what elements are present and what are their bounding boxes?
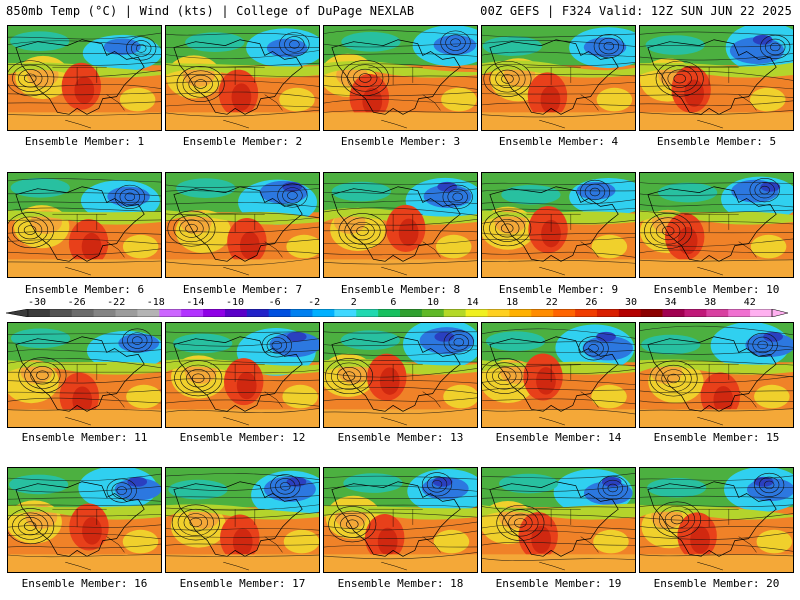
colorbar-tick-label: -30: [27, 297, 47, 308]
ensemble-member-map: [323, 467, 478, 573]
ensemble-member-map: [323, 172, 478, 278]
ensemble-member-map: [639, 467, 794, 573]
ensemble-member-label: Ensemble Member: 4: [498, 135, 619, 148]
colorbar-tick-label: 10: [426, 297, 440, 308]
colorbar-tick-label: 6: [390, 297, 397, 308]
ensemble-member-map: [481, 467, 636, 573]
ensemble-member-label: Ensemble Member: 14: [495, 431, 622, 444]
colorbar-tick-label: 38: [704, 297, 717, 308]
colorbar-tick-label: -10: [225, 297, 245, 308]
colorbar-tick-label: -14: [186, 297, 205, 308]
ensemble-member-map: [165, 467, 320, 573]
colorbar-tick-label: 42: [743, 297, 756, 308]
temperature-colorbar: [6, 309, 788, 317]
colorbar-tick-label: 14: [466, 297, 479, 308]
ensemble-member-map: [165, 25, 320, 131]
ensemble-member-label: Ensemble Member: 3: [340, 135, 461, 148]
ensemble-member-map: [323, 25, 478, 131]
ensemble-member-map: [7, 25, 162, 131]
ensemble-member-label: Ensemble Member: 6: [24, 283, 145, 296]
ensemble-member-label: Ensemble Member: 2: [182, 135, 303, 148]
ensemble-member-map: [7, 467, 162, 573]
ensemble-member-label: Ensemble Member: 7: [182, 283, 303, 296]
colorbar-tick-label: 26: [585, 297, 598, 308]
ensemble-member-label: Ensemble Member: 12: [179, 431, 306, 444]
ensemble-member-map: [165, 322, 320, 428]
ensemble-member-map: [7, 322, 162, 428]
ensemble-member-label: Ensemble Member: 18: [337, 577, 464, 590]
ensemble-member-map: [639, 172, 794, 278]
colorbar-tick-label: 2: [350, 297, 357, 308]
ensemble-member-map: [7, 172, 162, 278]
ensemble-member-label: Ensemble Member: 19: [495, 577, 622, 590]
ensemble-member-label: Ensemble Member: 8: [340, 283, 461, 296]
ensemble-member-label: Ensemble Member: 11: [21, 431, 148, 444]
ensemble-member-map: [481, 322, 636, 428]
colorbar-tick-label: 34: [664, 297, 677, 308]
run-valid-time: 00Z GEFS | F324 Valid: 12Z SUN JUN 22 20…: [480, 4, 792, 18]
colorbar-tick-label: 30: [624, 297, 638, 308]
ensemble-member-map: [323, 322, 478, 428]
ensemble-member-label: Ensemble Member: 20: [653, 577, 780, 590]
ensemble-member-label: Ensemble Member: 16: [21, 577, 148, 590]
colorbar-tick-label: 18: [506, 297, 519, 308]
ensemble-member-map: [165, 172, 320, 278]
ensemble-member-label: Ensemble Member: 15: [653, 431, 780, 444]
colorbar-tick-label: -6: [268, 297, 281, 308]
ensemble-member-label: Ensemble Member: 5: [656, 135, 777, 148]
colorbar-tick-label: -22: [107, 297, 126, 308]
ensemble-member-label: Ensemble Member: 13: [337, 431, 464, 444]
colorbar-tick-label: -2: [308, 297, 321, 308]
ensemble-member-map: [639, 322, 794, 428]
colorbar-tick-label: -18: [146, 297, 165, 308]
ensemble-member-map: [481, 172, 636, 278]
map-title: 850mb Temp (°C) | Wind (kts) | College o…: [6, 4, 415, 18]
ensemble-member-label: Ensemble Member: 10: [653, 283, 780, 296]
ensemble-member-label: Ensemble Member: 9: [498, 283, 619, 296]
colorbar-tick-label: 22: [545, 297, 558, 308]
ensemble-member-map: [481, 25, 636, 131]
ensemble-member-label: Ensemble Member: 1: [24, 135, 145, 148]
ensemble-member-label: Ensemble Member: 17: [179, 577, 306, 590]
colorbar-tick-label: -26: [67, 297, 86, 308]
ensemble-member-map: [639, 25, 794, 131]
